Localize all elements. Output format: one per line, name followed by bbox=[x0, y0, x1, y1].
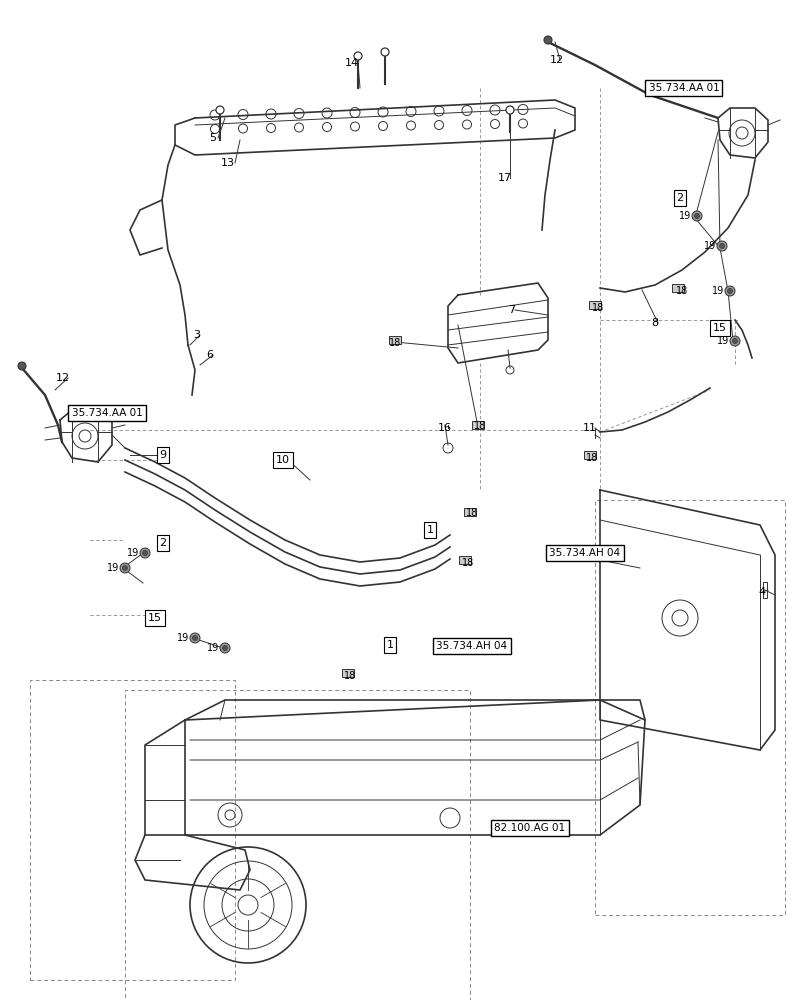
Text: 35.734.AA 01: 35.734.AA 01 bbox=[71, 408, 142, 418]
Text: 3: 3 bbox=[193, 330, 200, 340]
Text: 18: 18 bbox=[591, 303, 603, 313]
Text: 14: 14 bbox=[345, 58, 358, 68]
Text: 12: 12 bbox=[56, 373, 70, 383]
Text: 18: 18 bbox=[461, 558, 474, 568]
Circle shape bbox=[505, 106, 513, 114]
Circle shape bbox=[719, 243, 723, 248]
Text: 11: 11 bbox=[582, 423, 596, 433]
Text: 35.734.AH 04: 35.734.AH 04 bbox=[436, 641, 507, 651]
Text: 6: 6 bbox=[206, 350, 213, 360]
Circle shape bbox=[139, 548, 150, 558]
Bar bbox=[594, 500, 784, 915]
Text: 19: 19 bbox=[177, 633, 189, 643]
Bar bbox=[125, 690, 470, 1000]
Circle shape bbox=[222, 646, 227, 650]
Text: 13: 13 bbox=[221, 158, 234, 168]
Text: 18: 18 bbox=[466, 508, 478, 518]
Text: 35.734.AH 04: 35.734.AH 04 bbox=[549, 548, 620, 558]
Text: 15: 15 bbox=[712, 323, 726, 333]
Text: 19: 19 bbox=[207, 643, 219, 653]
Circle shape bbox=[190, 633, 200, 643]
Circle shape bbox=[120, 563, 130, 573]
Polygon shape bbox=[588, 301, 600, 309]
Circle shape bbox=[732, 338, 736, 344]
Text: 18: 18 bbox=[388, 338, 401, 348]
Text: 19: 19 bbox=[711, 286, 723, 296]
Text: 19: 19 bbox=[703, 241, 715, 251]
Bar bbox=[30, 680, 234, 980]
Polygon shape bbox=[672, 284, 683, 292]
Circle shape bbox=[380, 48, 388, 56]
Text: 8: 8 bbox=[650, 318, 658, 328]
Text: 19: 19 bbox=[716, 336, 728, 346]
Text: 2: 2 bbox=[159, 538, 166, 548]
Circle shape bbox=[691, 211, 702, 221]
Circle shape bbox=[716, 241, 726, 251]
Polygon shape bbox=[458, 556, 470, 564]
Circle shape bbox=[216, 106, 224, 114]
Text: 9: 9 bbox=[159, 450, 166, 460]
Text: 1: 1 bbox=[426, 525, 433, 535]
Circle shape bbox=[693, 214, 698, 219]
Text: 19: 19 bbox=[127, 548, 139, 558]
Text: 18: 18 bbox=[343, 671, 356, 681]
Circle shape bbox=[122, 566, 127, 570]
Text: 19: 19 bbox=[678, 211, 690, 221]
Circle shape bbox=[729, 336, 739, 346]
Polygon shape bbox=[463, 508, 475, 516]
Polygon shape bbox=[471, 421, 483, 429]
Circle shape bbox=[543, 36, 551, 44]
Circle shape bbox=[192, 636, 197, 640]
Text: 18: 18 bbox=[675, 286, 687, 296]
Polygon shape bbox=[388, 336, 401, 344]
Text: 7: 7 bbox=[508, 305, 515, 315]
Text: 2: 2 bbox=[676, 193, 683, 203]
Polygon shape bbox=[341, 669, 354, 677]
Circle shape bbox=[18, 362, 26, 370]
Circle shape bbox=[220, 643, 230, 653]
Text: 5: 5 bbox=[209, 133, 217, 143]
Text: 82.100.AG 01: 82.100.AG 01 bbox=[494, 823, 565, 833]
Text: 4: 4 bbox=[757, 587, 765, 597]
Text: 35.734.AA 01: 35.734.AA 01 bbox=[648, 83, 719, 93]
Circle shape bbox=[724, 286, 734, 296]
Text: 1: 1 bbox=[386, 640, 393, 650]
Text: 10: 10 bbox=[276, 455, 290, 465]
Text: 18: 18 bbox=[586, 453, 598, 463]
Circle shape bbox=[727, 288, 732, 294]
Polygon shape bbox=[583, 451, 595, 459]
Text: 17: 17 bbox=[497, 173, 512, 183]
Circle shape bbox=[142, 550, 148, 556]
Text: 16: 16 bbox=[437, 423, 452, 433]
Text: 15: 15 bbox=[148, 613, 162, 623]
Circle shape bbox=[354, 52, 362, 60]
Text: 19: 19 bbox=[107, 563, 119, 573]
Text: 18: 18 bbox=[474, 421, 486, 431]
Text: 12: 12 bbox=[549, 55, 564, 65]
